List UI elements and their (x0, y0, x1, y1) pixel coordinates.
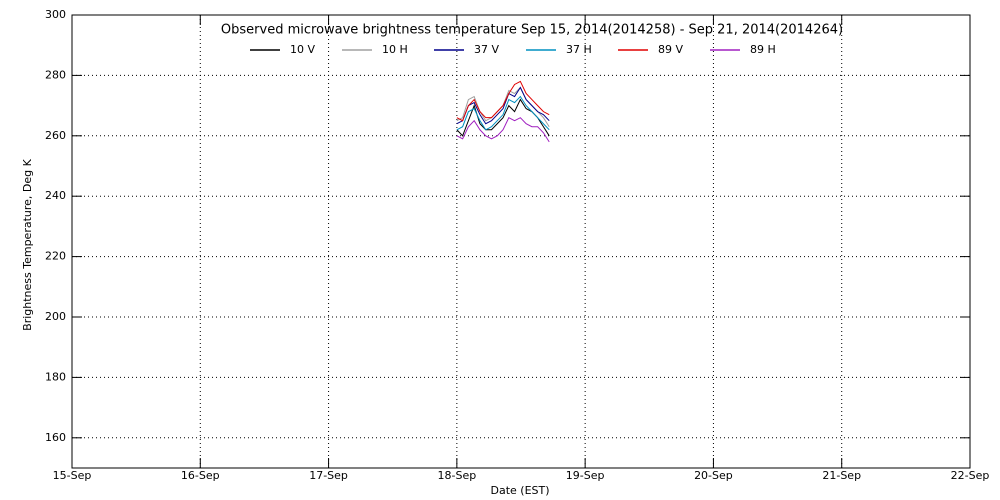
y-tick-label: 280 (45, 68, 66, 81)
y-tick-label: 180 (45, 370, 66, 383)
y-tick-label: 220 (45, 250, 66, 263)
legend-label: 89 V (658, 43, 683, 56)
x-tick-label: 17-Sep (309, 469, 348, 482)
y-tick-label: 200 (45, 310, 66, 323)
x-tick-label: 21-Sep (822, 469, 861, 482)
plot-frame (71, 14, 971, 469)
series-line (456, 80, 550, 122)
legend-label: 10 V (290, 43, 315, 56)
legend-label: 10 H (382, 43, 408, 56)
x-tick-label: 22-Sep (951, 469, 990, 482)
y-tick-label: 260 (45, 129, 66, 142)
x-tick-label: 19-Sep (566, 469, 605, 482)
y-axis-label: Brightness Temperature, Deg K (21, 158, 34, 330)
x-axis-label: Date (EST) (490, 484, 549, 497)
legend-label: 37 H (566, 43, 592, 56)
series-line (456, 86, 550, 125)
series-line (456, 116, 550, 143)
x-tick-label: 15-Sep (53, 469, 92, 482)
x-tick-label: 16-Sep (181, 469, 220, 482)
y-tick-label: 240 (45, 189, 66, 202)
y-tick-label: 160 (45, 431, 66, 444)
legend-label: 89 H (750, 43, 776, 56)
y-tick-label: 300 (45, 8, 66, 21)
x-tick-label: 18-Sep (438, 469, 477, 482)
series-line (456, 95, 550, 131)
legend-label: 37 V (474, 43, 499, 56)
x-tick-label: 20-Sep (694, 469, 733, 482)
chart-title: Observed microwave brightness temperatur… (221, 23, 843, 38)
